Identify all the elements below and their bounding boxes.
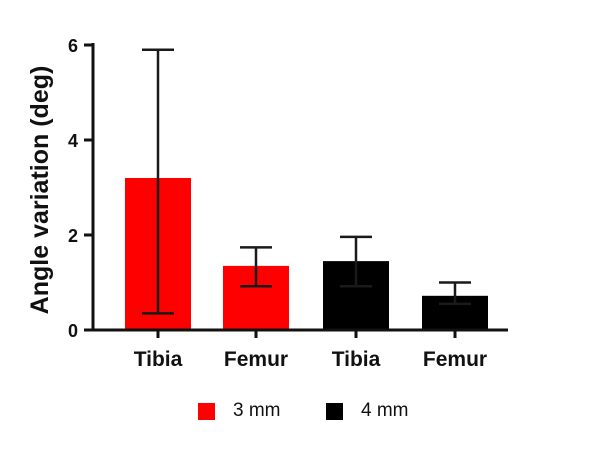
y-axis-ticks: 0 2 4 6 (68, 36, 78, 341)
legend-swatch-3mm (198, 402, 215, 420)
error-bars (142, 48, 471, 315)
y-axis-title: Angle variation (deg) (26, 66, 54, 315)
axes (84, 43, 508, 338)
bar-chart: 0 2 4 6 Angle variation (deg) Tibia Femu… (26, 36, 508, 371)
legend-item-3mm: 3 mm (198, 393, 281, 429)
x-category-label: Tibia (134, 348, 183, 371)
y-tick-label: 4 (68, 131, 78, 151)
y-tick-label: 6 (68, 36, 78, 56)
y-tick-label: 2 (68, 226, 78, 246)
legend-item-4mm: 4 mm (326, 393, 409, 429)
x-category-label: Femur (423, 348, 487, 371)
bars (125, 178, 488, 330)
x-axis-categories: Tibia Femur Tibia Femur (134, 348, 487, 371)
legend-label-4mm: 4 mm (361, 400, 409, 421)
legend-label-3mm: 3 mm (233, 400, 281, 421)
legend: 3 mm 4 mm (0, 393, 600, 429)
x-category-label: Tibia (332, 348, 381, 371)
y-tick-label: 0 (68, 321, 78, 341)
x-category-label: Femur (224, 348, 288, 371)
legend-swatch-4mm (326, 402, 343, 420)
